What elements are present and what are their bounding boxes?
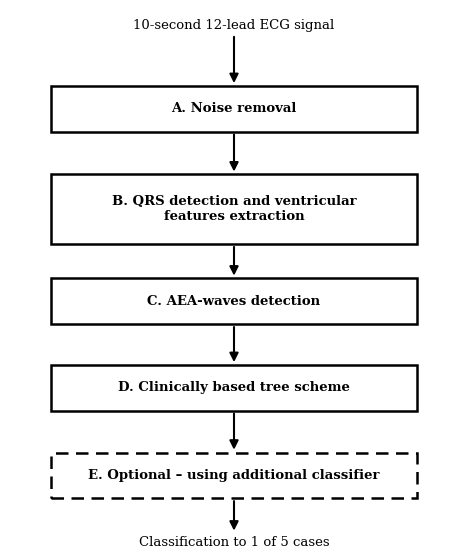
FancyBboxPatch shape (51, 365, 417, 411)
Text: D. Clinically based tree scheme: D. Clinically based tree scheme (118, 381, 350, 395)
Text: 10-second 12-lead ECG signal: 10-second 12-lead ECG signal (133, 18, 335, 32)
Text: E. Optional – using additional classifier: E. Optional – using additional classifie… (88, 469, 380, 482)
FancyBboxPatch shape (51, 174, 417, 244)
FancyBboxPatch shape (51, 453, 417, 498)
Text: B. QRS detection and ventricular
features extraction: B. QRS detection and ventricular feature… (112, 195, 356, 223)
Text: A. Noise removal: A. Noise removal (171, 102, 297, 116)
Text: Classification to 1 of 5 cases: Classification to 1 of 5 cases (139, 536, 329, 549)
Text: C. AEA-waves detection: C. AEA-waves detection (147, 295, 321, 308)
FancyBboxPatch shape (51, 86, 417, 132)
FancyBboxPatch shape (51, 278, 417, 324)
